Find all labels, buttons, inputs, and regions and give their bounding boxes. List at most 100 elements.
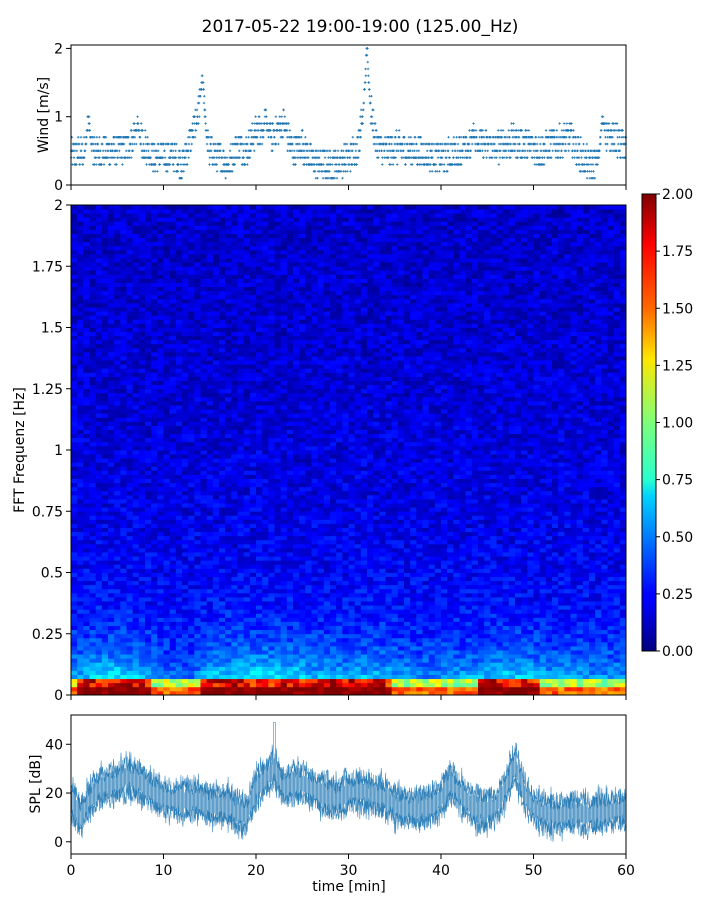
wind-point [342,149,345,153]
heatmap-cell [101,507,109,512]
heatmap-cell [101,241,109,247]
heatmap-cell [175,433,183,439]
heatmap-cell [101,205,109,210]
heatmap-cell [157,413,164,418]
heatmap-cell [108,262,115,267]
heatmap-cell [83,482,90,488]
heatmap-cell [219,613,226,618]
heatmap-cell [182,658,189,663]
heatmap-cell [188,445,195,451]
heatmap-cell [77,515,84,520]
heatmap-cell [120,441,127,447]
heatmap-cell [89,315,97,320]
heatmap-cell [95,588,103,594]
heatmap-cell [95,380,103,386]
heatmap-cell [175,654,183,659]
wind-point [557,149,561,153]
heatmap-cell [145,429,152,435]
heatmap-cell [95,429,103,435]
heatmap-cell [163,584,171,590]
heatmap-cell [95,584,103,590]
heatmap-cell [89,445,97,451]
heatmap-cell [95,617,103,622]
heatmap-cell [151,486,158,492]
heatmap-cell [114,323,121,328]
heatmap-cell [89,478,97,484]
heatmap-cell [188,560,195,565]
heatmap-cell [163,254,171,259]
heatmap-cell [151,531,158,537]
heatmap-cell [182,621,189,626]
heatmap-cell [188,384,195,390]
heatmap-cell [83,417,90,422]
heatmap-cell [145,278,152,283]
heatmap-cell [212,319,220,324]
heatmap-cell [120,686,127,692]
heatmap-cell [126,682,134,688]
heatmap-cell [83,580,90,586]
heatmap-cell [71,470,78,475]
heatmap-cell [175,270,183,275]
heatmap-cell [71,666,78,671]
heatmap-cell [188,580,195,586]
heatmap-cell [71,576,78,582]
heatmap-cell [83,662,90,667]
heatmap-cell [200,531,208,537]
heatmap-cell [95,601,103,606]
heatmap-cell [83,686,90,692]
heatmap-cell [212,682,220,688]
heatmap-cell [126,249,134,255]
heatmap-cell [157,360,164,365]
heatmap-cell [169,670,177,675]
heatmap-cell [206,454,214,459]
heatmap-cell [182,650,189,655]
heatmap-cell [163,552,171,557]
heatmap-cell [182,588,189,594]
heatmap-cell [89,535,97,541]
heatmap-cell [194,666,201,671]
heatmap-cell [175,646,183,651]
heatmap-cell [83,409,90,414]
heatmap-cell [120,458,127,463]
heatmap-cell [145,588,152,594]
heatmap-cell [138,592,146,598]
heatmap-cell [132,315,140,320]
heatmap-cell [89,637,97,643]
heatmap-cell [71,625,78,631]
heatmap-cell [95,519,103,524]
heatmap-cell [169,637,177,643]
wind-point [457,156,460,159]
wind-point [497,163,501,166]
heatmap-cell [132,523,140,528]
heatmap-cell [120,413,127,418]
heatmap-cell [194,417,201,422]
heatmap-cell [163,503,171,508]
heatmap-cell [132,576,140,582]
heatmap-cell [101,662,109,667]
heatmap-cell [95,315,103,320]
heatmap-cell [157,592,164,598]
wind-point [249,149,253,153]
heatmap-cell [206,588,214,594]
heatmap-cell [194,601,201,606]
heatmap-cell [114,646,121,651]
heatmap-cell [71,445,78,451]
heatmap-cell [169,441,177,447]
heatmap-cell [169,290,177,296]
heatmap-cell [132,450,140,455]
heatmap-cell [138,494,146,500]
wind-point [313,170,317,173]
heatmap-cell [157,486,164,492]
wind-point [189,149,193,153]
heatmap-cell [219,646,226,651]
heatmap-cell [163,470,171,475]
heatmap-cell [219,682,226,688]
heatmap-cell [138,327,146,332]
heatmap-cell [212,396,220,402]
heatmap-cell [206,478,214,484]
heatmap-cell [126,462,134,467]
heatmap-cell [219,662,226,667]
heatmap-cell [83,384,90,390]
heatmap-cell [194,352,201,357]
heatmap-cell [194,433,201,439]
